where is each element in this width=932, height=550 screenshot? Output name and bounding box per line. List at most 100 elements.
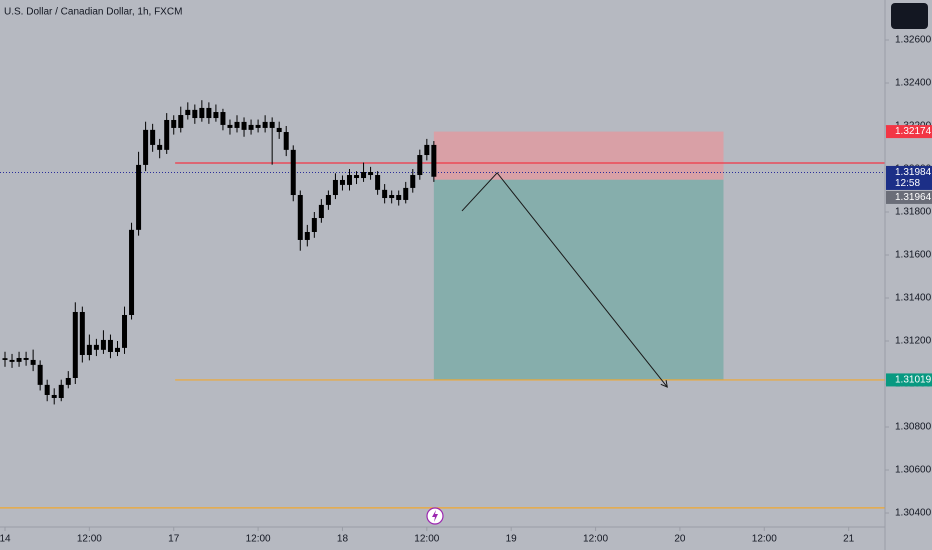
x-tick-label: 12:00 [414, 534, 439, 545]
candle-body [143, 129, 149, 165]
candle-body [297, 195, 303, 240]
y-tick-label: 1.32600 [895, 35, 932, 46]
candle-body [37, 364, 43, 385]
y-tick-label: 1.30800 [895, 422, 932, 433]
x-tick-label: 17 [168, 534, 180, 545]
x-tick-label: 14 [0, 534, 11, 545]
y-tick-label: 1.32400 [895, 78, 932, 89]
candle-body [375, 175, 381, 190]
target-zone [433, 179, 724, 380]
candle-body [354, 175, 360, 179]
candle-body [23, 357, 29, 360]
candle-body [276, 127, 282, 133]
candle-body [417, 155, 423, 176]
candle-body [248, 124, 254, 130]
candle-body [382, 189, 388, 199]
candle-body [30, 359, 36, 365]
candle-body [164, 119, 170, 150]
candle-body [262, 121, 268, 128]
candle-body [241, 121, 247, 130]
candle-body [44, 384, 50, 395]
y-tick-label: 1.31200 [895, 336, 932, 347]
candle-body [213, 112, 219, 119]
candle-body [199, 107, 205, 119]
price-label-box [886, 373, 932, 387]
y-tick-label: 1.31800 [895, 207, 932, 218]
candle-body [311, 218, 317, 232]
price-label: 1.31019 [895, 375, 932, 386]
candle-body [100, 339, 106, 350]
candle-body [93, 344, 99, 350]
candle-body [192, 109, 198, 119]
candle-body [269, 121, 275, 128]
candle-body [346, 175, 352, 185]
candle-body [51, 394, 57, 398]
candle-body [107, 339, 113, 352]
candle-body [339, 179, 345, 185]
candle-body [79, 311, 85, 355]
y-tick-label: 1.31400 [895, 293, 932, 304]
candle-body [150, 129, 156, 145]
price-label: 1.32174 [895, 126, 932, 137]
y-tick-label: 1.30400 [895, 508, 932, 519]
candle-body [389, 195, 395, 199]
candle-body [227, 124, 233, 128]
candle-body [129, 229, 135, 315]
trend-drawing [461, 172, 668, 388]
candle-body [410, 175, 416, 188]
menu-button[interactable] [891, 3, 928, 29]
candle-body [185, 109, 191, 116]
price-label: 1.31964 [895, 192, 932, 203]
candle-body [171, 119, 177, 128]
candle-body [431, 144, 437, 177]
lightning-icon [432, 510, 438, 522]
x-tick-label: 21 [843, 534, 855, 545]
price-label: 1.31984 [895, 167, 932, 178]
candle-body [114, 347, 120, 352]
candle-body [58, 384, 64, 398]
candle-body [255, 124, 261, 128]
candle-body [2, 358, 8, 360]
candle-body [304, 231, 310, 240]
candle-body [136, 164, 142, 230]
candle-body [16, 357, 22, 362]
candle-body [72, 311, 78, 378]
x-tick-label: 20 [674, 534, 686, 545]
price-label-box [886, 165, 932, 190]
stop-zone [433, 131, 724, 180]
candle-body [157, 144, 163, 150]
x-tick-label: 12:00 [752, 534, 777, 545]
candle-body [361, 172, 367, 179]
y-tick-label: 1.31600 [895, 250, 932, 261]
plot-area [0, 100, 885, 509]
candle-body [234, 121, 240, 128]
candle-body [403, 187, 409, 200]
x-tick-label: 18 [337, 534, 349, 545]
x-tick-label: 12:00 [77, 534, 102, 545]
price-label-box [886, 190, 932, 204]
x-tick-label: 12:00 [583, 534, 608, 545]
price-label-box [886, 125, 932, 139]
candle-body [283, 132, 289, 150]
candle-body [396, 195, 402, 200]
candle-body [206, 107, 212, 119]
candle-body [178, 115, 184, 128]
candle-body [122, 314, 128, 348]
candle-body [424, 144, 430, 156]
candle-body [86, 344, 92, 355]
candle-body [290, 149, 296, 196]
candle-body [65, 377, 71, 385]
y-tick-label: 1.30600 [895, 465, 932, 476]
arrow-head [660, 380, 668, 388]
x-tick-label: 19 [506, 534, 518, 545]
candle-body [9, 359, 15, 362]
candle-body [368, 172, 374, 176]
candle-body [220, 112, 226, 125]
candle-body [332, 179, 338, 196]
candle-body [325, 195, 331, 205]
candle-body [318, 204, 324, 219]
chart-title: U.S. Dollar / Canadian Dollar, 1h, FXCM [4, 7, 182, 18]
x-tick-label: 12:00 [246, 534, 271, 545]
